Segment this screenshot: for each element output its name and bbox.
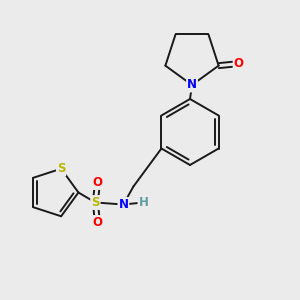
Text: S: S (91, 196, 100, 209)
Text: S: S (57, 162, 65, 175)
Text: O: O (234, 57, 244, 70)
Text: H: H (139, 196, 148, 209)
Text: O: O (92, 176, 102, 189)
Text: N: N (187, 79, 197, 92)
Text: N: N (118, 198, 128, 211)
Text: O: O (92, 216, 102, 229)
